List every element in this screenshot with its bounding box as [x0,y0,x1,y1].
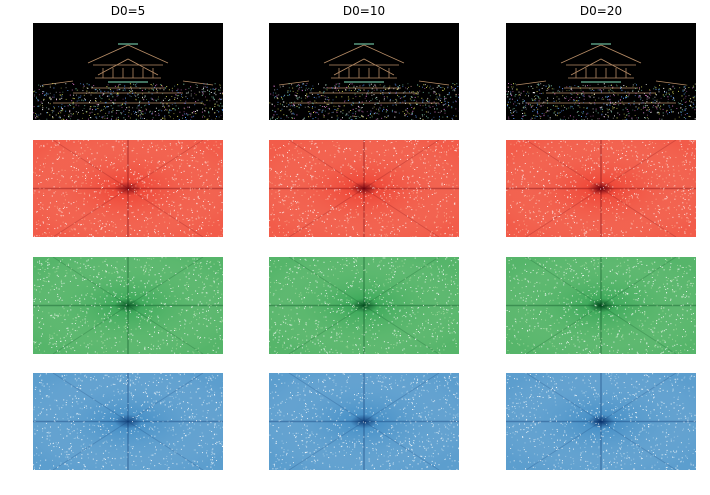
blue-spectrum-image [269,373,459,470]
column-title-d0-20: D0=20 [579,4,623,18]
filtered-image-image [269,23,459,120]
red-spectrum-panel-3 [506,140,696,237]
blue-spectrum-panel-3 [506,373,696,470]
red-spectrum-image [269,140,459,237]
red-spectrum-panel-2 [269,140,459,237]
filtered-image-image [33,23,223,120]
filtered-image-panel-1 [33,23,223,120]
filtered-image-panel-2 [269,23,459,120]
blue-spectrum-panel-2 [269,373,459,470]
green-spectrum-panel-1 [33,257,223,354]
red-spectrum-image [33,140,223,237]
red-spectrum-image [506,140,696,237]
column-title-d0-10: D0=10 [342,4,386,18]
blue-spectrum-image [33,373,223,470]
green-spectrum-image [269,257,459,354]
filtered-image-panel-3 [506,23,696,120]
red-spectrum-panel-1 [33,140,223,237]
green-spectrum-image [506,257,696,354]
green-spectrum-panel-3 [506,257,696,354]
blue-spectrum-image [506,373,696,470]
green-spectrum-image [33,257,223,354]
blue-spectrum-panel-1 [33,373,223,470]
column-title-d0-5: D0=5 [110,4,146,18]
filtered-image-image [506,23,696,120]
green-spectrum-panel-2 [269,257,459,354]
